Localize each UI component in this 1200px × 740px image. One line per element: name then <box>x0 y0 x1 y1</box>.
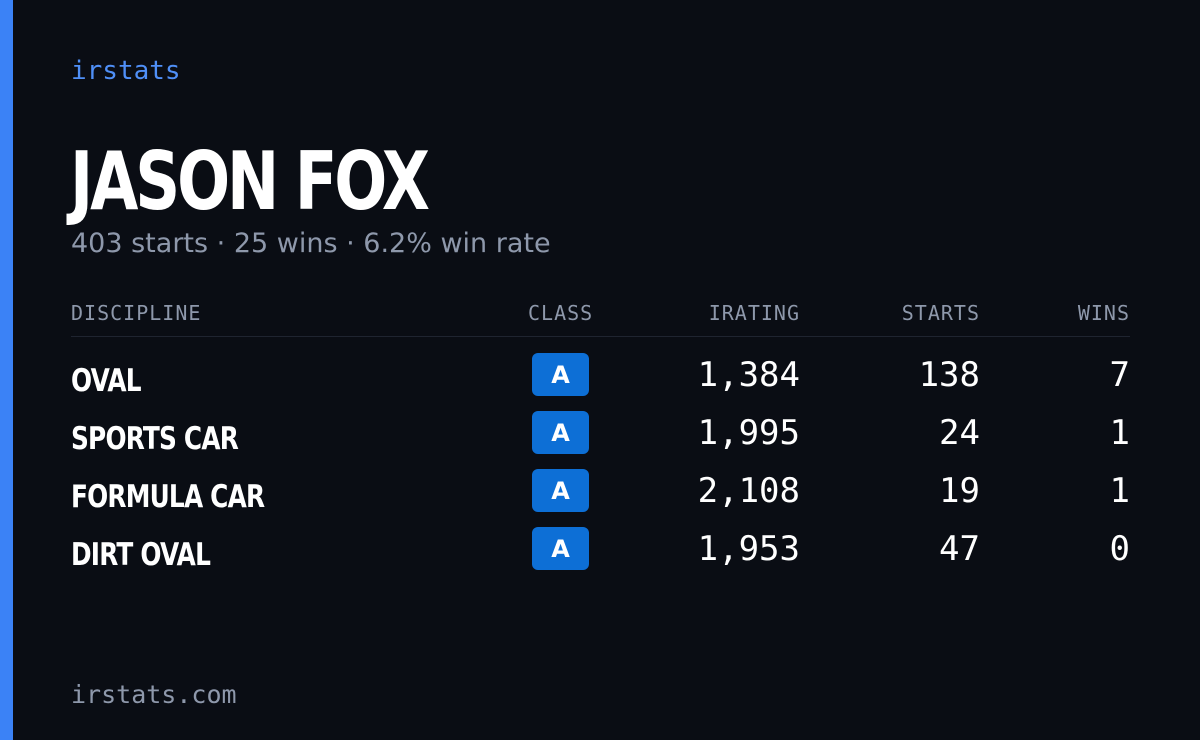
starts-value: 19 <box>939 471 980 511</box>
player-summary: 403 starts · 25 wins · 6.2% win rate <box>71 228 551 259</box>
table-body: OVAL A 1,384 138 7 SPORTS CAR A 1,995 24… <box>71 353 1130 585</box>
table-row: DIRT OVAL A 1,953 47 0 <box>71 527 1130 585</box>
wins-value: 1 <box>1109 471 1130 511</box>
accent-bar <box>0 0 13 740</box>
starts-value: 138 <box>918 355 980 395</box>
player-name: JASON FOX <box>70 135 430 228</box>
discipline-name: SPORTS CAR <box>71 421 239 457</box>
table-row: FORMULA CAR A 2,108 19 1 <box>71 469 1130 527</box>
irating-value: 1,953 <box>697 529 800 569</box>
brand-logo: irstats <box>71 56 181 86</box>
header-discipline: DISCIPLINE <box>71 301 202 325</box>
irating-value: 1,384 <box>697 355 800 395</box>
table-header: DISCIPLINE CLASS IRATING STARTS WINS <box>71 298 1130 337</box>
class-badge: A <box>532 411 589 454</box>
table-row: OVAL A 1,384 138 7 <box>71 353 1130 411</box>
header-wins: WINS <box>1077 301 1130 325</box>
footer-url: irstats.com <box>71 680 237 709</box>
discipline-name: OVAL <box>71 363 142 399</box>
wins-value: 7 <box>1109 355 1130 395</box>
class-badge: A <box>532 527 589 570</box>
irating-value: 2,108 <box>697 471 800 511</box>
class-badge: A <box>532 353 589 396</box>
header-class: CLASS <box>528 301 594 325</box>
class-badge: A <box>532 469 589 512</box>
header-starts: STARTS <box>901 301 980 325</box>
starts-value: 47 <box>939 529 980 569</box>
header-irating: IRATING <box>708 301 800 325</box>
irating-value: 1,995 <box>697 413 800 453</box>
table-row: SPORTS CAR A 1,995 24 1 <box>71 411 1130 469</box>
wins-value: 1 <box>1109 413 1130 453</box>
stats-table: DISCIPLINE CLASS IRATING STARTS WINS OVA… <box>71 298 1130 585</box>
wins-value: 0 <box>1109 529 1130 569</box>
discipline-name: FORMULA CAR <box>71 479 265 515</box>
starts-value: 24 <box>939 413 980 453</box>
discipline-name: DIRT OVAL <box>71 537 211 573</box>
